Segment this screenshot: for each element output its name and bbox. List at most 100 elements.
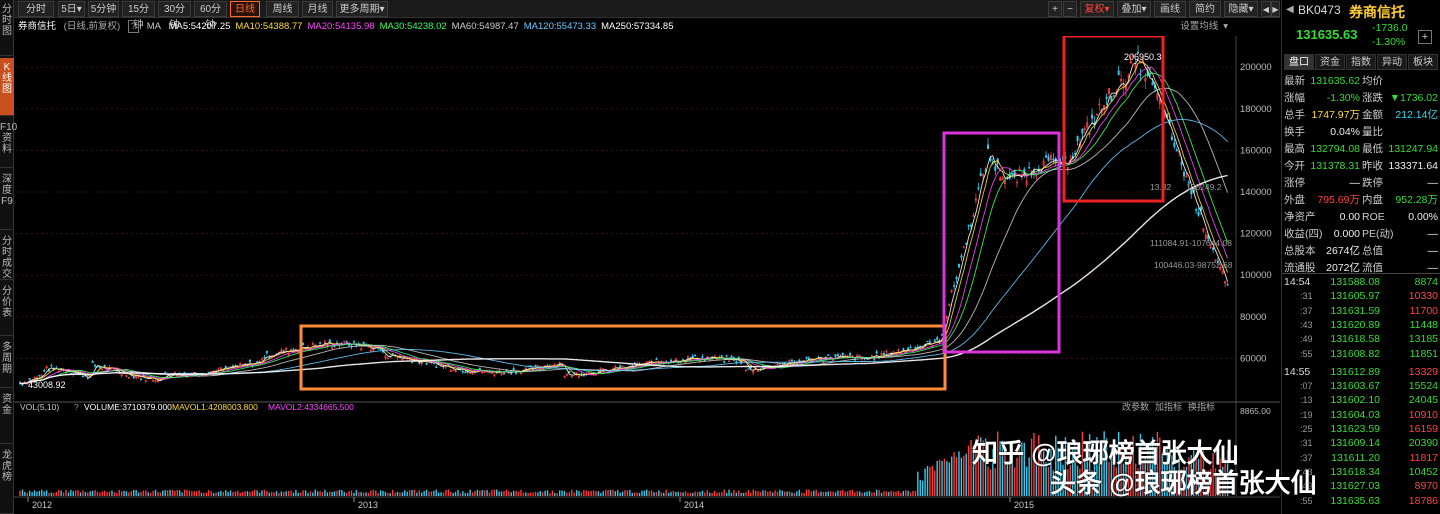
volume-bar — [982, 440, 984, 496]
volume-bar — [215, 492, 217, 496]
left-tab-1[interactable]: K线图 — [0, 58, 14, 116]
stat-label: 涨停 — [1284, 177, 1305, 189]
candle-body — [614, 365, 617, 368]
simple-mode-button[interactable]: 简约 — [1189, 1, 1221, 17]
nav-arrow-icon[interactable]: ◀ — [1286, 4, 1294, 15]
next-arrow-icon[interactable]: ▶ — [1271, 1, 1280, 17]
kline-chart[interactable]: 200000 180000 160000 140000 120000 100000 8000… — [14, 36, 1280, 514]
left-tab-2[interactable]: F10资料 — [0, 118, 17, 168]
tick-time: :31 — [1300, 438, 1313, 449]
candle-body — [91, 360, 94, 363]
volume-bar — [200, 492, 203, 496]
zoom-out-button[interactable]: − — [1063, 1, 1077, 17]
period-tab-6[interactable]: 日线 — [230, 1, 260, 17]
candle-body — [478, 367, 481, 370]
volume-bar — [133, 490, 135, 496]
add-watchlist-button[interactable]: + — [1418, 30, 1432, 44]
left-tab-4[interactable]: 分时成交 — [0, 232, 14, 280]
volume-bar — [735, 492, 738, 496]
candle-body — [1001, 177, 1004, 181]
quote-tab-2[interactable]: 指数 — [1346, 54, 1376, 70]
candle-body — [1028, 167, 1031, 169]
volume-bar — [1125, 458, 1127, 496]
volume-bar — [447, 489, 450, 496]
draw-line-button[interactable]: 画线 — [1154, 1, 1186, 17]
hide-button[interactable]: 隐藏▾ — [1224, 1, 1258, 17]
volume-bar — [467, 492, 469, 496]
volume-bar — [830, 491, 832, 496]
prev-arrow-icon[interactable]: ◀ — [1261, 1, 1271, 17]
volume-bar — [300, 492, 302, 496]
volume-bar — [1120, 449, 1122, 496]
period-tab-5[interactable]: 60分钟 — [194, 1, 227, 31]
volume-bar — [791, 492, 793, 496]
volume-bar — [493, 489, 496, 496]
candle-body — [1137, 51, 1140, 54]
tick-price: 131588.08 — [1330, 276, 1380, 288]
volume-bar — [583, 490, 585, 496]
candle-body — [464, 371, 467, 374]
period-tab-3[interactable]: 15分钟 — [122, 1, 155, 31]
stat-label: 总股本 — [1284, 245, 1316, 257]
period-tab-9[interactable]: 更多周期▾ — [336, 1, 388, 17]
period-tab-1[interactable]: 5日▾ — [58, 1, 85, 17]
candle-body — [396, 356, 399, 359]
ma-items: MA5:54207.25 MA10:54388.77 MA20:54135.98 MA… — [169, 21, 679, 32]
zoom-in-button[interactable]: + — [1048, 1, 1062, 17]
left-tab-7[interactable]: 资金 — [0, 390, 14, 444]
candle-body — [94, 364, 97, 367]
volume-bar — [232, 492, 234, 496]
volume-bar — [1067, 469, 1069, 496]
volume-bar — [91, 490, 94, 496]
candle-body — [481, 371, 484, 374]
volume-bar — [1202, 450, 1205, 496]
tick-time: :55 — [1300, 348, 1313, 359]
volume-bar — [1178, 457, 1180, 496]
volume-bar — [1103, 431, 1105, 496]
volume-bar — [237, 490, 239, 496]
fuquan-button[interactable]: 复权▾ — [1080, 1, 1114, 17]
tick-time: 14:54 — [1284, 276, 1311, 288]
volume-bar — [788, 491, 791, 496]
volume-bar — [176, 489, 178, 496]
candle-body — [1049, 154, 1052, 161]
candle-body — [377, 347, 380, 350]
volume-bar — [917, 471, 919, 496]
volume-bar — [679, 492, 682, 496]
volume-bar — [43, 491, 45, 496]
stat-value: 133371.64 — [1388, 160, 1438, 172]
candle-body — [125, 374, 128, 377]
period-tab-4[interactable]: 30分钟 — [158, 1, 191, 31]
candle-body — [972, 215, 975, 217]
stat-label: 流通股 — [1284, 262, 1316, 274]
help-icon[interactable]: ? — [127, 20, 140, 33]
tick-price: 131620.89 — [1330, 318, 1380, 331]
left-tab-0[interactable]: 分时图 — [0, 0, 14, 56]
left-tab-5[interactable]: 分价表 — [0, 282, 14, 336]
left-tab-3[interactable]: 深度F9 — [0, 170, 14, 230]
quote-tab-3[interactable]: 异动 — [1377, 54, 1407, 70]
overlay-button[interactable]: 叠加▾ — [1117, 1, 1151, 17]
volume-bar — [476, 489, 479, 496]
candle-body — [345, 341, 348, 343]
candle-body — [268, 356, 271, 359]
quote-tab-1[interactable]: 资金 — [1315, 54, 1345, 70]
volume-bar — [355, 490, 358, 496]
candle-body — [602, 368, 605, 370]
current-price: 131635.63 — [1296, 27, 1358, 42]
period-tab-7[interactable]: 周线 — [266, 1, 299, 17]
volume-bar — [813, 490, 815, 496]
quote-tab-4[interactable]: 板块 — [1408, 54, 1438, 70]
period-tab-2[interactable]: 5分钟 — [88, 1, 119, 17]
volume-bar — [575, 490, 578, 496]
period-tab-0[interactable]: 分时 — [18, 1, 54, 17]
left-tab-8[interactable]: 龙虎榜 — [0, 446, 14, 514]
left-tab-6[interactable]: 多周期 — [0, 338, 14, 388]
ma-settings-button[interactable]: 设置均线 ▾ — [1180, 19, 1233, 35]
volume-bar — [805, 489, 808, 496]
quote-tab-0[interactable]: 盘口 — [1284, 54, 1314, 70]
volume-bar — [781, 490, 783, 496]
volume-bar — [435, 489, 437, 496]
period-tab-8[interactable]: 月线 — [302, 1, 333, 17]
volume-bar — [648, 490, 650, 496]
